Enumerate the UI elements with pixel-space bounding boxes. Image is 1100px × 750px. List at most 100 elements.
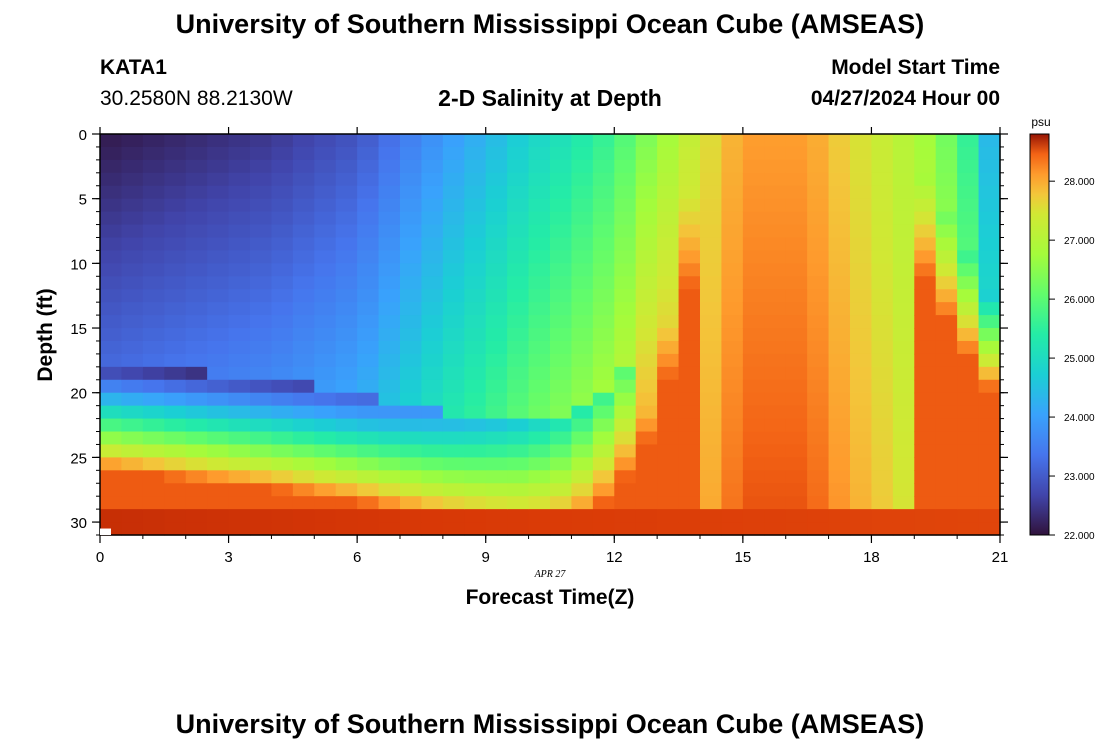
heatmap-cell (742, 134, 765, 148)
heatmap-cell (228, 392, 251, 407)
heatmap-cell (785, 353, 808, 368)
heatmap-cell (357, 509, 380, 523)
heatmap-cell (121, 237, 144, 252)
heatmap-cell (571, 444, 594, 458)
heatmap-cell (421, 134, 444, 148)
heatmap-cell (100, 353, 123, 368)
heatmap-cell (528, 302, 551, 316)
heatmap-cell (378, 509, 401, 523)
heatmap-cell (721, 250, 744, 264)
heatmap-cell (485, 211, 508, 226)
heatmap-cell (250, 340, 273, 355)
heatmap-cell (550, 522, 573, 536)
heatmap-cell (721, 302, 744, 316)
heatmap-cell (292, 392, 315, 407)
heatmap-cell (892, 134, 915, 148)
heatmap-cell (378, 353, 401, 368)
heatmap-cell (914, 211, 937, 226)
heatmap-cell (957, 483, 980, 497)
heatmap-cell (957, 302, 980, 316)
heatmap-cell (421, 198, 444, 213)
heatmap-cell (378, 379, 401, 394)
heatmap-cell (314, 237, 337, 252)
heatmap-cell (721, 418, 744, 433)
x-axis-label: Forecast Time(Z) (466, 586, 635, 609)
heatmap-cell (271, 444, 294, 458)
heatmap-cell (742, 366, 765, 381)
heatmap-cell (957, 237, 980, 252)
heatmap-cell (314, 509, 337, 523)
heatmap-cell (742, 405, 765, 420)
salinity-heatmap-chart: 0 3 6 9 12 15 18 21 0 5 10 15 20 25 30 Depth (ft) Fore… (34, 115, 1095, 609)
heatmap-cell (892, 185, 915, 200)
heatmap-cell (828, 328, 851, 342)
heatmap-cell (292, 315, 315, 329)
heatmap-cell (871, 211, 894, 226)
heatmap-cell (614, 276, 637, 290)
heatmap-cell (850, 483, 873, 497)
heatmap-cell (785, 198, 808, 213)
heatmap-cell (764, 353, 787, 368)
heatmap-cell (485, 289, 508, 303)
heatmap-cell (764, 224, 787, 239)
heatmap-cell (185, 250, 208, 264)
heatmap-cell (292, 353, 315, 368)
heatmap-cell (957, 172, 980, 187)
heatmap-cell (550, 211, 573, 226)
heatmap-cell (121, 431, 144, 446)
heatmap-cell (550, 159, 573, 174)
heatmap-cell (850, 353, 873, 368)
heatmap-cell (678, 379, 701, 394)
heatmap-cell (464, 328, 487, 342)
heatmap-cell (700, 198, 723, 213)
heatmap-cell (314, 289, 337, 303)
heatmap-cell (592, 237, 615, 252)
heatmap-cell (850, 366, 873, 381)
heatmap-cell (335, 146, 358, 161)
y-tick-label: 25 (70, 450, 87, 467)
heatmap-cell (228, 444, 251, 458)
heatmap-cell (400, 379, 423, 394)
heatmap-cell (871, 302, 894, 316)
heatmap-cell (721, 444, 744, 458)
heatmap-cell (935, 340, 958, 355)
heatmap-cell (978, 366, 1001, 381)
heatmap-cell (271, 250, 294, 264)
heatmap-cell (571, 263, 594, 277)
heatmap-cell (314, 340, 337, 355)
heatmap-cell (357, 328, 380, 342)
heatmap-cell (892, 444, 915, 458)
heatmap-cell (957, 444, 980, 458)
heatmap-cell (678, 457, 701, 471)
heatmap-cell (228, 237, 251, 252)
heatmap-cell (250, 483, 273, 497)
heatmap-cell (914, 289, 937, 303)
heatmap-cell (957, 405, 980, 420)
heatmap-cell (678, 405, 701, 420)
heatmap-cell (250, 418, 273, 433)
heatmap-cell (292, 302, 315, 316)
heatmap-cell (228, 134, 251, 148)
heatmap-cell (785, 134, 808, 148)
heatmap-cell (528, 250, 551, 264)
heatmap-cell (742, 353, 765, 368)
heatmap-cell (228, 250, 251, 264)
heatmap-cell (121, 509, 144, 523)
heatmap-cell (785, 146, 808, 161)
heatmap-cell (914, 172, 937, 187)
heatmap-cell (442, 366, 465, 381)
heatmap-cell (164, 172, 187, 187)
heatmap-cell (442, 353, 465, 368)
heatmap-cell (528, 366, 551, 381)
heatmap-cell (978, 483, 1001, 497)
heatmap-cell (678, 302, 701, 316)
heatmap-cell (635, 172, 658, 187)
heatmap-cell (828, 392, 851, 407)
heatmap-cell (871, 237, 894, 252)
heatmap-cell (207, 509, 230, 523)
heatmap-cell (700, 496, 723, 510)
heatmap-cell (957, 509, 980, 523)
heatmap-cell (978, 146, 1001, 161)
heatmap-cell (314, 263, 337, 277)
heatmap-cell (100, 366, 123, 381)
